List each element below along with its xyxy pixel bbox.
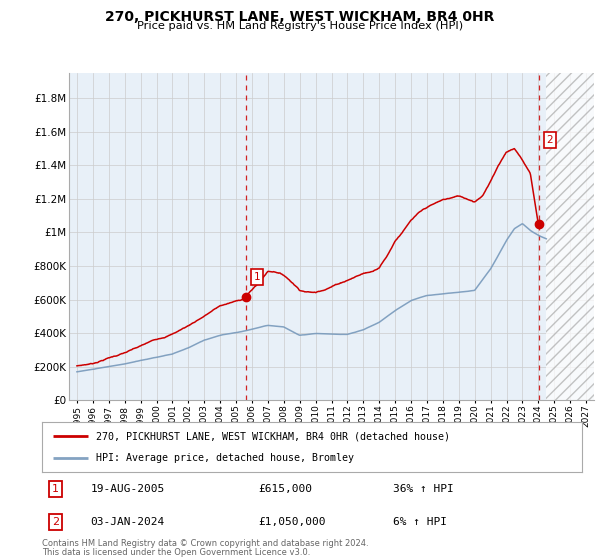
Text: 6% ↑ HPI: 6% ↑ HPI [393,517,447,527]
Text: Price paid vs. HM Land Registry's House Price Index (HPI): Price paid vs. HM Land Registry's House … [137,21,463,31]
Text: 36% ↑ HPI: 36% ↑ HPI [393,484,454,494]
Text: 270, PICKHURST LANE, WEST WICKHAM, BR4 0HR: 270, PICKHURST LANE, WEST WICKHAM, BR4 0… [106,10,494,24]
Text: 03-JAN-2024: 03-JAN-2024 [91,517,165,527]
Text: 19-AUG-2005: 19-AUG-2005 [91,484,165,494]
Text: 270, PICKHURST LANE, WEST WICKHAM, BR4 0HR (detached house): 270, PICKHURST LANE, WEST WICKHAM, BR4 0… [96,431,450,441]
Text: 2: 2 [547,135,553,145]
Text: £1,050,000: £1,050,000 [258,517,325,527]
Text: 1: 1 [254,272,260,282]
Text: £615,000: £615,000 [258,484,312,494]
Text: 1: 1 [52,484,59,494]
Text: 2: 2 [52,517,59,527]
Text: This data is licensed under the Open Government Licence v3.0.: This data is licensed under the Open Gov… [42,548,310,557]
Text: Contains HM Land Registry data © Crown copyright and database right 2024.: Contains HM Land Registry data © Crown c… [42,539,368,548]
Text: HPI: Average price, detached house, Bromley: HPI: Average price, detached house, Brom… [96,452,354,463]
Bar [546,73,594,400]
